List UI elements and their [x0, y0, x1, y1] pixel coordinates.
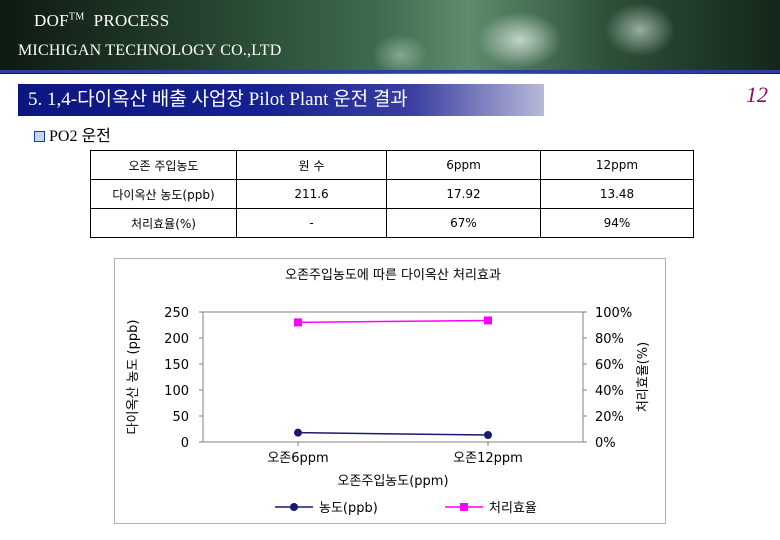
table-row: 오존 주입농도 원 수 6ppm 12ppm: [90, 150, 694, 180]
x-tick-label: 오존6ppm: [267, 451, 328, 466]
x-tick-label: 오존12ppm: [453, 451, 523, 466]
section-title: 5. 1,4-다이옥산 배출 사업장 Pilot Plant 운전 결과: [18, 84, 544, 116]
table-cell: -: [236, 208, 387, 238]
y2-tick-label: 40%: [595, 384, 624, 399]
table-cell: 17.92: [386, 179, 541, 209]
page-number: 12: [746, 82, 768, 107]
series-line: [297, 319, 489, 324]
y2-tick-label: 80%: [595, 332, 624, 347]
checkbox-bullet-icon: [34, 131, 45, 142]
y-tick-label: 100: [164, 384, 189, 399]
product-name: DOFTM PROCESS: [34, 11, 170, 30]
table-row: 처리효율(%) - 67% 94%: [90, 208, 694, 238]
table-cell: 다이옥산 농도(ppb): [90, 179, 237, 209]
y-tick-label: 50: [172, 410, 189, 425]
table-cell: 67%: [386, 208, 541, 238]
y2-axis-label: 처리효율(%): [636, 342, 651, 412]
table-cell: 211.6: [236, 179, 387, 209]
legend-marker: [290, 503, 298, 511]
table-cell: 오존 주입농도: [90, 150, 237, 180]
subsection-heading: PO2 운전: [34, 122, 111, 146]
data-point: [484, 316, 492, 325]
subsection-label: PO2 운전: [49, 128, 111, 145]
series-line: [297, 431, 489, 436]
table-cell: 12ppm: [540, 150, 694, 180]
y-axis-label: 다이옥산 농도 (ppb): [126, 320, 141, 435]
y-tick-label: 150: [164, 358, 189, 373]
data-point: [484, 430, 492, 439]
data-point: [294, 428, 302, 437]
y-tick-label: 200: [164, 332, 189, 347]
table-cell: 94%: [540, 208, 694, 238]
y2-tick-label: 60%: [595, 358, 624, 373]
legend-marker: [460, 503, 468, 511]
legend-label: 농도(ppb): [319, 501, 378, 516]
header-divider: [0, 70, 780, 73]
table-row: 다이옥산 농도(ppb) 211.6 17.92 13.48: [90, 179, 694, 209]
y2-tick-label: 20%: [595, 410, 624, 425]
chart: 오존주입농도에 따른 다이옥산 처리효과 0 50 100 150 200 250 0% 20%…: [114, 258, 666, 524]
y-tick-label: 0: [181, 436, 189, 451]
chart-svg: 오존주입농도에 따른 다이옥산 처리효과 0 50 100 150 200 250 0% 20%…: [126, 268, 651, 516]
table-cell: 원 수: [236, 150, 387, 180]
header-banner: DOFTM PROCESS MICHIGAN TECHNOLOGY CO.,LT…: [0, 0, 780, 74]
y-tick-label: 250: [164, 306, 189, 321]
x-axis-label: 오존주입농도(ppm): [337, 474, 448, 489]
table-cell: 13.48: [540, 179, 694, 209]
table-cell: 처리효율(%): [90, 208, 237, 238]
table-cell: 6ppm: [386, 150, 541, 180]
company-name: MICHIGAN TECHNOLOGY CO.,LTD: [18, 42, 282, 59]
y2-tick-label: 0%: [595, 436, 616, 451]
plot-area: [202, 311, 584, 443]
y2-tick-label: 100%: [595, 306, 632, 321]
chart-title: 오존주입농도에 따른 다이옥산 처리효과: [285, 268, 501, 283]
results-table: 오존 주입농도 원 수 6ppm 12ppm 다이옥산 농도(ppb) 211.…: [90, 150, 694, 238]
legend-label: 처리효율: [489, 501, 537, 516]
data-point: [294, 318, 302, 327]
